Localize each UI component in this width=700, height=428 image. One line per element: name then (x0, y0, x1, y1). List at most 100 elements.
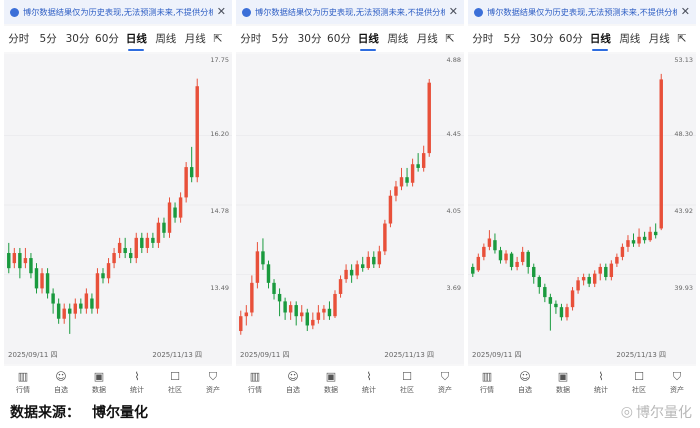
candle-body (592, 273, 597, 284)
end-date: 2025/11/13 四 (152, 351, 202, 359)
candle-body (261, 251, 265, 265)
candle-body (311, 319, 315, 326)
share-icon[interactable]: ⇱ (445, 32, 455, 45)
tab-monthly[interactable]: 月线 (648, 33, 670, 45)
info-icon (474, 7, 483, 17)
candle-body (355, 264, 359, 276)
source-value: 博尔量化 (92, 405, 148, 421)
candlestick (338, 275, 343, 298)
nav-tongji[interactable]: ⌇ 统计 (594, 370, 608, 395)
nav-shuju[interactable]: ▣ 数据 (324, 370, 338, 395)
close-icon[interactable]: ✕ (680, 5, 690, 18)
nav-tongji[interactable]: ⌇ 统计 (362, 370, 376, 395)
tab-fenshi[interactable]: 分时 (8, 33, 30, 45)
nav-shequ[interactable]: ☐ 社区 (632, 370, 646, 395)
tab-60min[interactable]: 60分 (327, 33, 351, 45)
candlestick (300, 305, 304, 322)
close-icon[interactable]: ✕ (448, 5, 458, 18)
data-screen-icon: ▣ (93, 370, 105, 383)
candle-body (504, 253, 508, 261)
nav-zichan[interactable]: ⛉ 资产 (438, 370, 452, 395)
candlestick-chart[interactable]: 4.88 4.45 4.05 3.69 2025/09/11 四 2025/11… (236, 54, 464, 364)
share-icon[interactable]: ⇱ (677, 32, 687, 45)
candlestick (344, 264, 348, 283)
share-icon[interactable]: ⇱ (213, 32, 223, 45)
tab-30min[interactable]: 30分 (297, 33, 322, 45)
candle-body (410, 164, 415, 183)
tab-daily[interactable]: 日线 (354, 26, 383, 52)
candle-body (570, 290, 575, 308)
candlestick (587, 273, 591, 288)
watermark: ◎ 博尔量化 (621, 402, 692, 422)
candle-body (366, 256, 370, 269)
candle-body (283, 301, 287, 313)
tab-30min[interactable]: 30分 (529, 33, 554, 45)
nav-hangqing[interactable]: ▥ 行情 (16, 370, 30, 395)
candlestick (410, 158, 415, 187)
nav-tongji[interactable]: ⌇ 统计 (130, 370, 144, 395)
tab-daily[interactable]: 日线 (122, 26, 151, 52)
tab-5min[interactable]: 5分 (503, 33, 521, 45)
info-icon (10, 7, 19, 17)
candlestick-chart[interactable]: 17.75 16.20 14.78 13.49 2025/09/11 四 202… (4, 54, 232, 364)
tab-daily[interactable]: 日线 (586, 26, 615, 52)
candlestick (305, 308, 310, 332)
tab-fenshi[interactable]: 分时 (240, 33, 262, 45)
tab-30min[interactable]: 30分 (65, 33, 90, 45)
tab-weekly[interactable]: 周线 (387, 33, 409, 45)
nav-shequ[interactable]: ☐ 社区 (400, 370, 414, 395)
candlestick (322, 305, 326, 320)
disclaimer-text: 博尔数据结果仅为历史表现,无法预测未来,不提供分析/建议 (487, 7, 677, 17)
tab-fenshi[interactable]: 分时 (472, 33, 494, 45)
bottom-nav: ▥ 行情 ☺ 自选 ▣ 数据 ⌇ 统计 ☐ 社区 ⛉ 资产 (236, 366, 464, 398)
bar-chart-icon: ▥ (17, 370, 29, 383)
data-source-caption: 数据来源： 博尔量化 (10, 402, 148, 422)
start-date: 2025/09/11 四 (8, 351, 58, 359)
candle-body (482, 246, 486, 257)
close-icon[interactable]: ✕ (216, 5, 226, 18)
candlestick (598, 263, 602, 281)
candle-body (322, 308, 326, 313)
tab-5min[interactable]: 5分 (39, 33, 57, 45)
candle-body (637, 236, 641, 244)
nav-zixuan[interactable]: ☺ 自选 (518, 370, 532, 395)
candlestick-chart[interactable]: 53.13 48.30 43.92 39.93 2025/09/11 四 202… (468, 54, 696, 364)
chat-icon: ☐ (402, 370, 412, 383)
tab-monthly[interactable]: 月线 (184, 33, 206, 45)
candle-body (487, 238, 492, 247)
nav-zichan[interactable]: ⛉ 资产 (206, 370, 220, 395)
data-screen-icon: ▣ (325, 370, 337, 383)
nav-hangqing[interactable]: ▥ 行情 (248, 370, 262, 395)
candlestick (162, 217, 166, 238)
candle-body (360, 264, 365, 269)
candle-body (604, 266, 608, 278)
nav-hangqing[interactable]: ▥ 行情 (480, 370, 494, 395)
nav-shuju[interactable]: ▣ 数据 (92, 370, 106, 395)
candle-body (471, 266, 475, 274)
candle-body (117, 242, 122, 254)
candle-body (167, 202, 172, 233)
candle-body (642, 236, 647, 241)
nav-zichan[interactable]: ⛉ 资产 (670, 370, 684, 395)
candlestick (173, 202, 177, 223)
nav-shuju[interactable]: ▣ 数据 (556, 370, 570, 395)
candlestick (604, 263, 608, 281)
disclaimer-text: 博尔数据结果仅为历史表现,无法预测未来,不提供分析/建议 (255, 7, 445, 17)
tab-60min[interactable]: 60分 (95, 33, 119, 45)
tab-weekly[interactable]: 周线 (619, 33, 641, 45)
nav-zixuan[interactable]: ☺ 自选 (54, 370, 68, 395)
candle-body (416, 164, 420, 168)
tab-5min[interactable]: 5分 (271, 33, 289, 45)
tab-60min[interactable]: 60分 (559, 33, 583, 45)
nav-shequ[interactable]: ☐ 社区 (168, 370, 182, 395)
candlestick (498, 246, 503, 264)
candle-body (51, 293, 55, 304)
candle-body (421, 153, 426, 168)
candlestick (554, 300, 558, 314)
tab-weekly[interactable]: 周线 (155, 33, 177, 45)
candlestick (195, 78, 199, 183)
candle-body (548, 297, 553, 304)
tab-monthly[interactable]: 月线 (416, 33, 438, 45)
candle-body (112, 253, 116, 264)
nav-zixuan[interactable]: ☺ 自选 (286, 370, 300, 395)
